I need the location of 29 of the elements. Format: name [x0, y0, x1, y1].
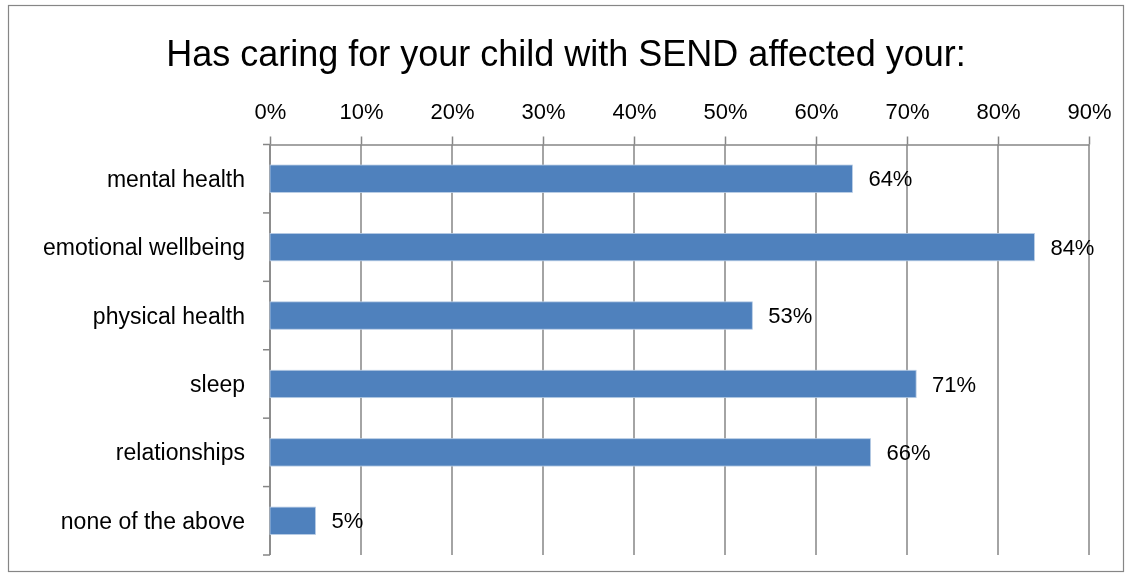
y-tick-label: relationships	[115, 439, 245, 466]
x-tick-label: 80%	[976, 98, 1021, 124]
bar	[269, 369, 917, 399]
chart-title: Has caring for your child with SEND affected your:	[166, 33, 966, 74]
x-tick-label: 90%	[1067, 98, 1112, 124]
y-tick-label: emotional wellbeing	[42, 234, 245, 261]
data-label: 53%	[768, 303, 813, 329]
y-tick-label: none of the above	[60, 507, 245, 534]
bar	[269, 301, 753, 330]
y-tick-label: sleep	[190, 371, 245, 398]
x-tick-label: 20%	[430, 98, 475, 124]
data-label: 71%	[932, 371, 977, 397]
data-label: 66%	[886, 440, 931, 466]
bar	[269, 164, 853, 193]
x-tick-label: 50%	[703, 98, 748, 124]
y-tick-label: physical health	[92, 302, 245, 329]
y-tick-label: mental health	[106, 165, 245, 192]
x-tick-label: 60%	[794, 98, 839, 124]
x-tick-label: 0%	[254, 98, 287, 124]
data-label: 5%	[331, 508, 364, 534]
bar	[269, 506, 316, 535]
x-tick-label: 10%	[339, 98, 384, 124]
x-tick-label: 30%	[521, 98, 566, 124]
data-label: 84%	[1050, 234, 1095, 260]
data-label: 64%	[868, 166, 913, 192]
bar	[269, 438, 871, 467]
bar	[269, 233, 1035, 262]
x-tick-label: 70%	[885, 98, 930, 124]
x-tick-label: 40%	[612, 98, 657, 124]
